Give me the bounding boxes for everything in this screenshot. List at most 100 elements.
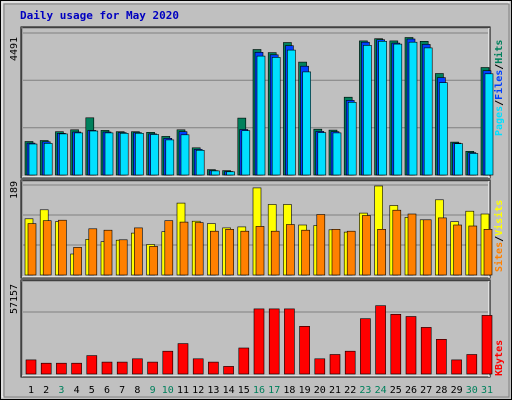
- sites-bar-day-28: [438, 217, 447, 276]
- day-label-26: 26: [405, 385, 417, 396]
- pages-bar-day-22: [347, 102, 357, 176]
- sites-bar-day-4: [73, 247, 82, 276]
- sites-bar-day-22: [346, 230, 356, 276]
- sites-bar-day-2: [42, 220, 52, 276]
- kbytes-bar-day-23: [360, 318, 371, 375]
- visits-legend: Sites/Visits: [493, 200, 505, 272]
- day-label-9: 9: [150, 385, 156, 396]
- day-label-25: 25: [390, 385, 402, 396]
- sites-bar-day-1: [27, 223, 37, 276]
- legend-hits: Hits: [493, 40, 505, 64]
- pages-bar-day-17: [271, 57, 281, 176]
- kbytes-ymax-label: 57157: [9, 284, 20, 314]
- pages-bar-day-23: [363, 45, 372, 176]
- kbytes-bar-day-30: [466, 354, 478, 375]
- pages-bar-day-2: [43, 143, 53, 176]
- day-label-16: 16: [253, 385, 265, 396]
- kbytes-bar-day-6: [101, 361, 113, 375]
- visits-bars: [24, 185, 493, 276]
- day-label-1: 1: [28, 385, 34, 396]
- svg-text:Pages/Files/Hits: Pages/Files/Hits: [493, 40, 505, 136]
- sites-bar-day-3: [58, 219, 67, 276]
- sites-bar-day-7: [118, 239, 128, 276]
- kbytes-legend: KBytes: [494, 340, 505, 376]
- kbytes-bar-day-11: [177, 343, 189, 375]
- day-label-31: 31: [481, 385, 493, 396]
- sites-bar-day-10: [164, 220, 174, 276]
- pages-bar-day-24: [378, 40, 387, 176]
- day-label-17: 17: [268, 385, 280, 396]
- day-label-29: 29: [451, 385, 463, 396]
- day-label-14: 14: [223, 385, 235, 396]
- sites-bar-day-14: [225, 229, 234, 276]
- pages-bar-day-15: [241, 130, 251, 176]
- day-label-19: 19: [299, 385, 311, 396]
- kbytes-bar-day-15: [238, 347, 250, 375]
- pages-bar-day-1: [28, 143, 38, 176]
- pages-bar-day-25: [393, 43, 403, 176]
- kbytes-bar-day-18: [284, 308, 295, 375]
- day-label-8: 8: [134, 385, 140, 396]
- sites-bar-day-13: [210, 230, 219, 276]
- kbytes-bar-day-19: [299, 325, 310, 375]
- pages-bar-day-8: [135, 133, 144, 176]
- kbytes-bar-day-21: [329, 354, 341, 375]
- svg-text:Sites/Visits: Sites/Visits: [493, 200, 505, 272]
- kbytes-bar-day-16: [253, 308, 265, 375]
- pages-bar-day-5: [89, 130, 99, 176]
- pages-bar-day-13: [211, 170, 220, 176]
- kbytes-bar-day-14: [223, 366, 234, 375]
- hits-panel: 4491 Pages/Files/Hits: [9, 26, 505, 179]
- day-label-22: 22: [344, 385, 356, 396]
- hits-ymax-label: 4491: [9, 37, 20, 61]
- kbytes-bar-day-27: [420, 327, 432, 375]
- sites-bar-day-30: [468, 225, 478, 276]
- legend-pages: Pages: [494, 106, 505, 136]
- sites-bar-day-6: [103, 229, 113, 276]
- sites-bar-day-19: [301, 229, 310, 276]
- kbytes-bar-day-9: [147, 361, 158, 375]
- sites-bar-day-21: [331, 229, 341, 276]
- sites-bar-day-29: [453, 224, 462, 276]
- day-label-2: 2: [43, 385, 49, 396]
- kbytes-bar-day-3: [56, 362, 67, 375]
- kbytes-bar-day-24: [375, 305, 386, 375]
- day-label-24: 24: [375, 385, 387, 396]
- pages-bar-day-21: [332, 132, 342, 176]
- sites-bar-day-12: [194, 222, 204, 276]
- kbytes-bar-day-20: [314, 358, 326, 375]
- pages-bar-day-29: [454, 143, 463, 176]
- pages-bar-day-4: [74, 132, 83, 176]
- visits-ymax-label: 189: [9, 181, 20, 199]
- day-label-18: 18: [283, 385, 295, 396]
- day-label-27: 27: [420, 385, 432, 396]
- pages-bar-day-7: [119, 133, 129, 176]
- pages-bar-day-12: [195, 150, 205, 176]
- kbytes-bar-day-26: [405, 316, 417, 375]
- kbytes-bar-day-8: [132, 358, 143, 375]
- pages-bar-day-3: [59, 133, 68, 176]
- sites-bar-day-9: [149, 246, 158, 276]
- day-label-11: 11: [177, 385, 189, 396]
- kbytes-bar-day-29: [451, 359, 462, 375]
- sites-bar-day-16: [255, 226, 265, 276]
- sites-bar-day-20: [316, 214, 326, 276]
- pages-bar-day-9: [150, 134, 159, 176]
- pages-bar-day-18: [287, 49, 296, 176]
- kbytes-bar-day-31: [481, 315, 493, 375]
- pages-bar-day-27: [423, 47, 433, 176]
- sites-bar-day-11: [179, 221, 189, 276]
- pages-bar-day-20: [317, 132, 327, 176]
- day-label-10: 10: [162, 385, 174, 396]
- day-label-5: 5: [89, 385, 95, 396]
- kbytes-bar-day-17: [268, 308, 280, 375]
- visits-panel: 189 Sites/Visits: [9, 179, 505, 279]
- pages-bar-day-10: [165, 139, 175, 176]
- day-label-21: 21: [329, 385, 341, 396]
- day-label-7: 7: [119, 385, 125, 396]
- legend-sites: Sites: [493, 242, 505, 272]
- pages-bar-day-31: [484, 73, 494, 176]
- sites-bar-day-8: [134, 227, 143, 276]
- day-label-20: 20: [314, 385, 326, 396]
